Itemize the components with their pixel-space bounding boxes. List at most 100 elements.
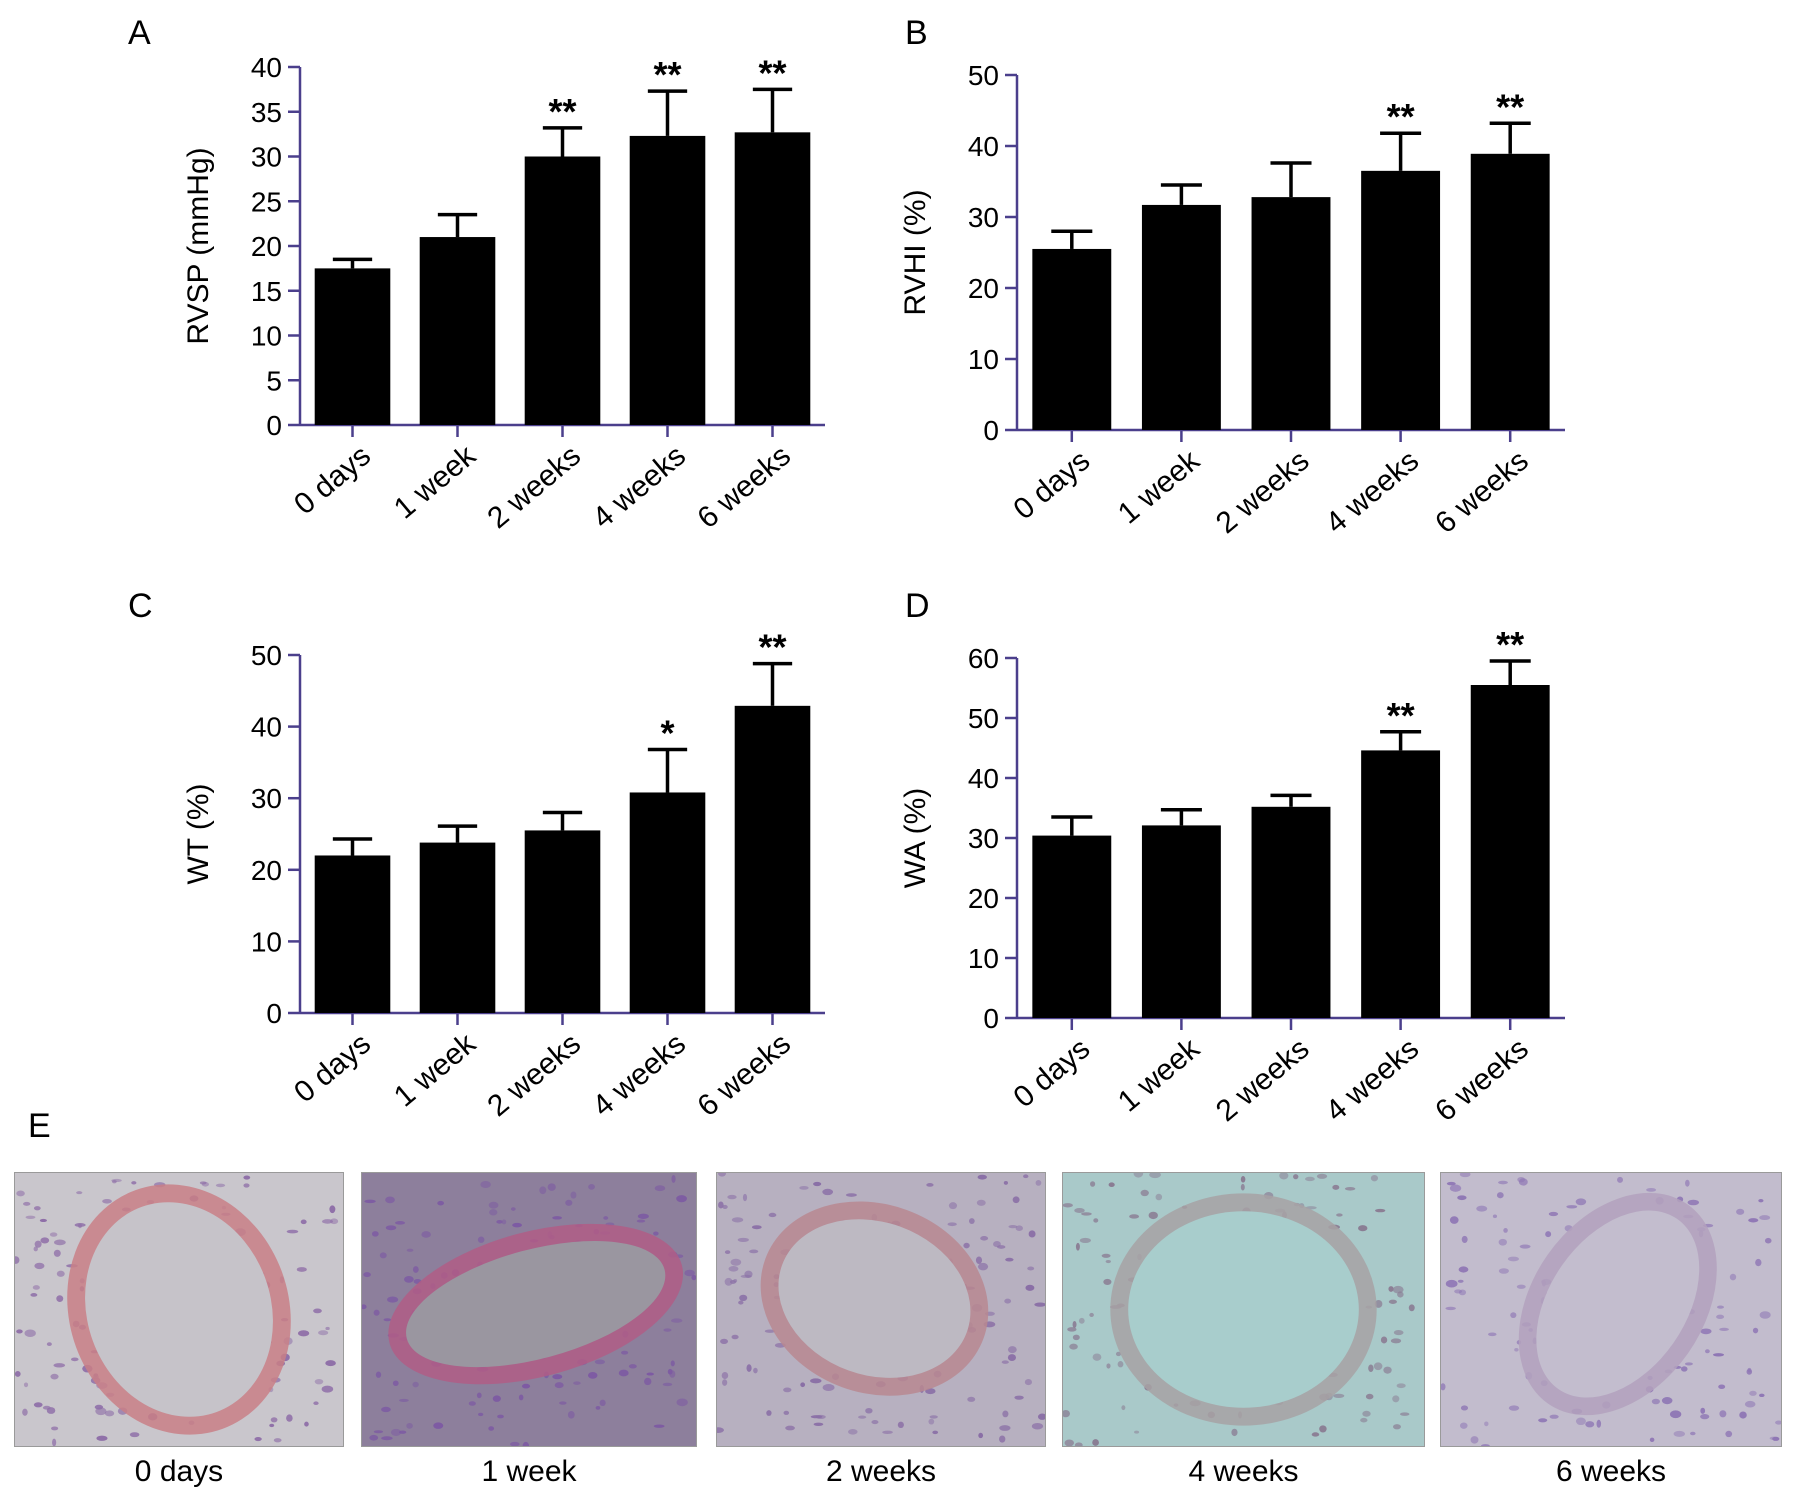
panel-c-x-tick-label: 2 weeks bbox=[481, 1027, 587, 1123]
panel-d-significance-label: ** bbox=[1387, 695, 1415, 736]
panel-d-x-tick-label: 2 weeks bbox=[1210, 1032, 1316, 1128]
panel-a-x-tick-label: 0 days bbox=[288, 439, 377, 521]
panel-c-y-tick-label: 10 bbox=[251, 926, 282, 957]
panel-c-significance-label: * bbox=[660, 713, 674, 754]
histology-illustration bbox=[1441, 1173, 1781, 1446]
panel-a-x-tick-label: 1 week bbox=[388, 438, 483, 525]
panel-b-y-axis-label: RVHI (%) bbox=[899, 189, 932, 315]
panel-b-significance-label: ** bbox=[1387, 96, 1415, 137]
histology-illustration bbox=[717, 1173, 1045, 1443]
panel-b-x-tick-label: 2 weeks bbox=[1210, 444, 1316, 540]
micrograph-caption: 6 weeks bbox=[1555, 1455, 1667, 1488]
micrograph-image bbox=[14, 1172, 344, 1447]
panel-a-y-tick-label: 25 bbox=[251, 186, 282, 217]
panel-b-bar bbox=[1141, 204, 1221, 430]
micrograph-image bbox=[1062, 1172, 1425, 1447]
panel-d-bar bbox=[1032, 835, 1112, 1018]
panel-d-x-tick-label: 4 weeks bbox=[1320, 1032, 1426, 1128]
micrograph-image bbox=[361, 1172, 697, 1447]
panel-c-significance-label: ** bbox=[758, 627, 786, 668]
panel-b-x-tick-label: 1 week bbox=[1112, 443, 1207, 530]
panel-c-y-tick-label: 50 bbox=[251, 640, 282, 671]
panel-d-significance-label: ** bbox=[1496, 624, 1524, 665]
panel-a-x-tick-label: 2 weeks bbox=[481, 439, 587, 535]
panel-d-y-tick-label: 30 bbox=[968, 823, 999, 854]
histology-illustration bbox=[362, 1174, 696, 1446]
panel-a-y-tick-label: 15 bbox=[251, 276, 282, 307]
panel-b-bar bbox=[1361, 170, 1441, 430]
panel-b-x-tick-label: 6 weeks bbox=[1429, 444, 1535, 540]
panel-b-y-tick-label: 10 bbox=[968, 344, 999, 375]
panel-c-x-tick-label: 6 weeks bbox=[691, 1027, 797, 1123]
panel-c-y-tick-label: 20 bbox=[251, 855, 282, 886]
panel-c-x-tick-label: 1 week bbox=[388, 1026, 483, 1113]
panel-letter-d: D bbox=[905, 587, 930, 625]
micrograph-image bbox=[716, 1172, 1046, 1447]
panel-a-y-tick-label: 10 bbox=[251, 321, 282, 352]
histology-illustration bbox=[1063, 1173, 1415, 1446]
micrograph-caption: 2 weeks bbox=[825, 1455, 937, 1488]
panel-a-y-axis-label: RVSP (mmHg) bbox=[182, 147, 215, 344]
panel-d-bar bbox=[1470, 685, 1550, 1018]
panel-a-bar bbox=[734, 132, 811, 425]
panel-c-y-axis-label: WT (%) bbox=[182, 783, 215, 884]
panel-b-bar bbox=[1032, 248, 1112, 430]
panel-a-significance-label: ** bbox=[653, 54, 681, 95]
panel-b-bar bbox=[1251, 197, 1331, 430]
panel-d-x-tick-label: 0 days bbox=[1007, 1032, 1096, 1114]
histology-illustration bbox=[15, 1175, 339, 1446]
panel-d-x-tick-label: 1 week bbox=[1112, 1031, 1207, 1118]
micrograph-caption: 4 weeks bbox=[1188, 1455, 1299, 1488]
panel-c-x-tick-label: 0 days bbox=[288, 1027, 377, 1109]
panel-b-bar bbox=[1470, 153, 1550, 430]
panel-b-y-tick-label: 50 bbox=[968, 60, 999, 91]
panel-b-y-tick-label: 30 bbox=[968, 202, 999, 233]
panel-a-significance-label: ** bbox=[758, 52, 786, 93]
panel-a-bar bbox=[629, 135, 706, 426]
panel-b-y-tick-label: 40 bbox=[968, 131, 999, 162]
panel-d-y-axis-label: WA (%) bbox=[899, 788, 932, 889]
panel-a-y-tick-label: 20 bbox=[251, 231, 282, 262]
panel-c-y-tick-label: 30 bbox=[251, 783, 282, 814]
panel-b-significance-label: ** bbox=[1496, 86, 1524, 127]
panel-b-x-tick-label: 0 days bbox=[1007, 444, 1096, 526]
panel-letter-b: B bbox=[905, 14, 928, 52]
panel-d-y-tick-label: 50 bbox=[968, 703, 999, 734]
panel-c-bar bbox=[314, 855, 391, 1013]
panel-c-bar bbox=[419, 842, 496, 1013]
panel-d-bar bbox=[1361, 750, 1441, 1018]
panel-a-x-tick-label: 6 weeks bbox=[691, 439, 797, 535]
panel-a-bar bbox=[524, 156, 601, 425]
panel-a-x-tick-label: 4 weeks bbox=[586, 439, 692, 535]
panel-b-y-tick-label: 0 bbox=[983, 415, 999, 446]
panel-c-bar bbox=[734, 705, 811, 1013]
panel-c-y-tick-label: 0 bbox=[266, 998, 282, 1029]
panel-c-bar bbox=[629, 792, 706, 1013]
panel-letter-a: A bbox=[128, 14, 151, 52]
panel-b-x-tick-label: 4 weeks bbox=[1320, 444, 1426, 540]
panel-d-y-tick-label: 20 bbox=[968, 883, 999, 914]
panel-d-y-tick-label: 60 bbox=[968, 643, 999, 674]
micrograph-caption: 0 days bbox=[134, 1455, 224, 1488]
panel-d-x-tick-label: 6 weeks bbox=[1429, 1032, 1535, 1128]
panel-letter-c: C bbox=[128, 587, 153, 625]
panel-c-bar bbox=[524, 830, 601, 1013]
panel-d-y-tick-label: 0 bbox=[983, 1003, 999, 1034]
panel-d-bar bbox=[1141, 825, 1221, 1018]
panel-a-bar bbox=[419, 237, 496, 425]
panel-b-y-tick-label: 20 bbox=[968, 273, 999, 304]
panel-a-y-tick-label: 0 bbox=[266, 410, 282, 441]
panel-a-y-tick-label: 35 bbox=[251, 97, 282, 128]
micrograph-caption: 1 week bbox=[481, 1455, 577, 1488]
panel-a-significance-label: ** bbox=[548, 91, 576, 132]
panel-letter-e: E bbox=[28, 1107, 51, 1145]
panel-a-y-tick-label: 40 bbox=[251, 52, 282, 83]
panel-c-x-tick-label: 4 weeks bbox=[586, 1027, 692, 1123]
panel-c-y-tick-label: 40 bbox=[251, 712, 282, 743]
panel-d-y-tick-label: 40 bbox=[968, 763, 999, 794]
panel-d-bar bbox=[1251, 806, 1331, 1018]
panel-a-y-tick-label: 30 bbox=[251, 142, 282, 173]
panel-a-bar bbox=[314, 268, 391, 425]
